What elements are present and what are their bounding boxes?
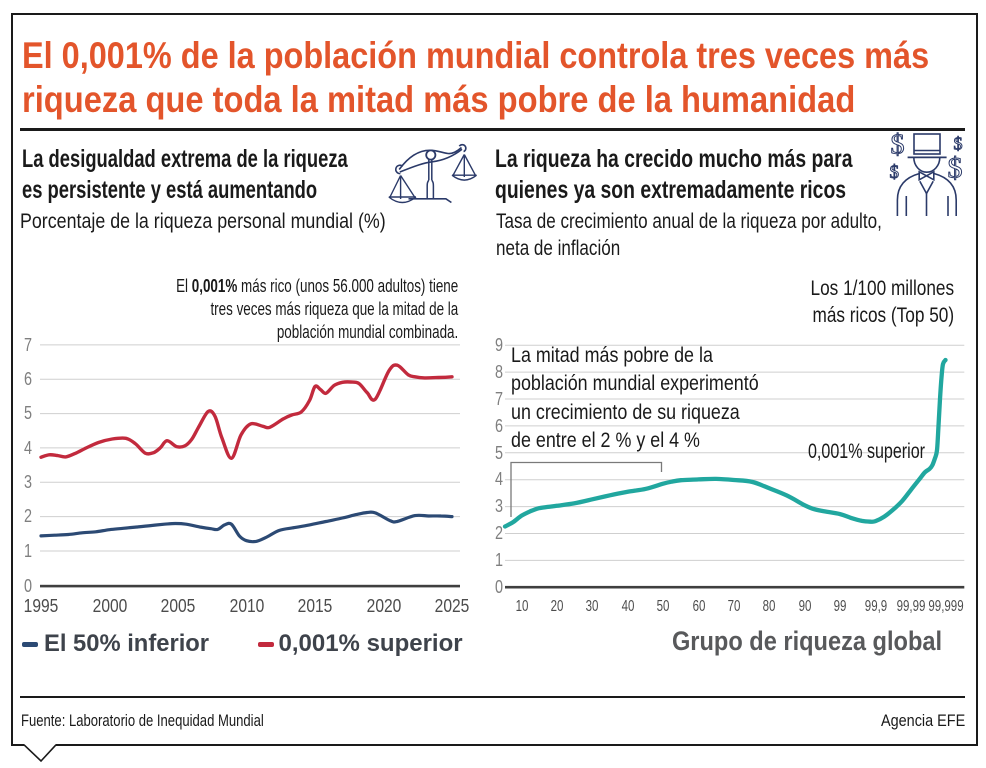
svg-text:$: $ — [948, 152, 963, 185]
svg-text:$: $ — [954, 134, 963, 154]
svg-text:$: $ — [890, 162, 900, 183]
svg-text:$: $ — [891, 130, 905, 161]
